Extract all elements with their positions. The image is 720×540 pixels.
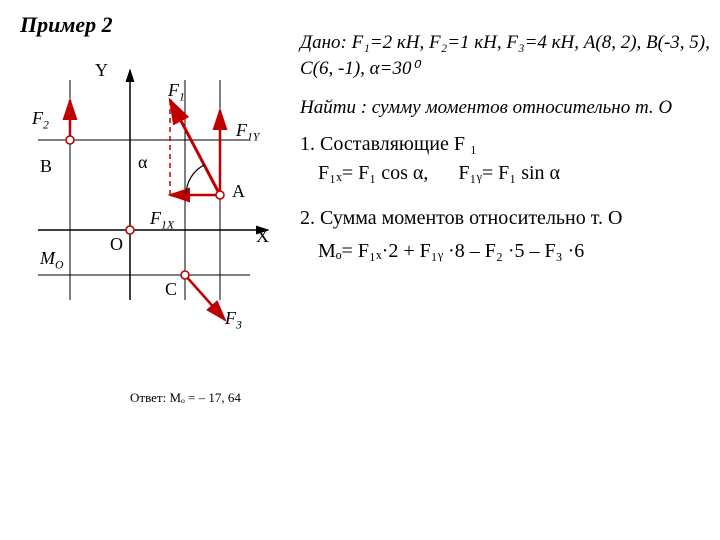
formula-1a: F₁ₓ= F₁ cos α, xyxy=(318,162,428,184)
given-line-1: Дано: F₁=2 кН, F₂=1 кН, F₃=4 кН, A(8, 2)… xyxy=(300,32,710,53)
find-line: Найти : сумму моментов относительно т. О xyxy=(300,97,710,119)
formula-1b: F₁ᵧ= F₁ sin α xyxy=(458,162,560,184)
given-line-2: C(6, -1), α=30⁰ xyxy=(300,58,419,79)
step-2: 2. Сумма моментов относительно т. О xyxy=(300,207,710,230)
diagram-svg xyxy=(20,50,290,360)
step-1: 1. Составляющие F ₁ xyxy=(300,133,710,156)
mechanics-diagram: YXF1F1XF1YF2F3MOαOABC xyxy=(20,50,290,360)
given-block: Дано: F₁=2 кН, F₂=1 кН, F₃=4 кН, A(8, 2)… xyxy=(300,30,710,81)
formula-2: Mₒ= F₁ₓ·2 + F₁ᵧ ·8 – F₂ ·5 – F₃ ·6 xyxy=(318,240,710,263)
example-title: Пример 2 xyxy=(20,12,113,38)
formula-1: F₁ₓ= F₁ cos α, F₁ᵧ= F₁ sin α xyxy=(318,162,710,185)
answer-line: Ответ: Mₒ = – 17, 64 xyxy=(130,390,241,406)
right-panel: Дано: F₁=2 кН, F₂=1 кН, F₃=4 кН, A(8, 2)… xyxy=(300,30,710,263)
